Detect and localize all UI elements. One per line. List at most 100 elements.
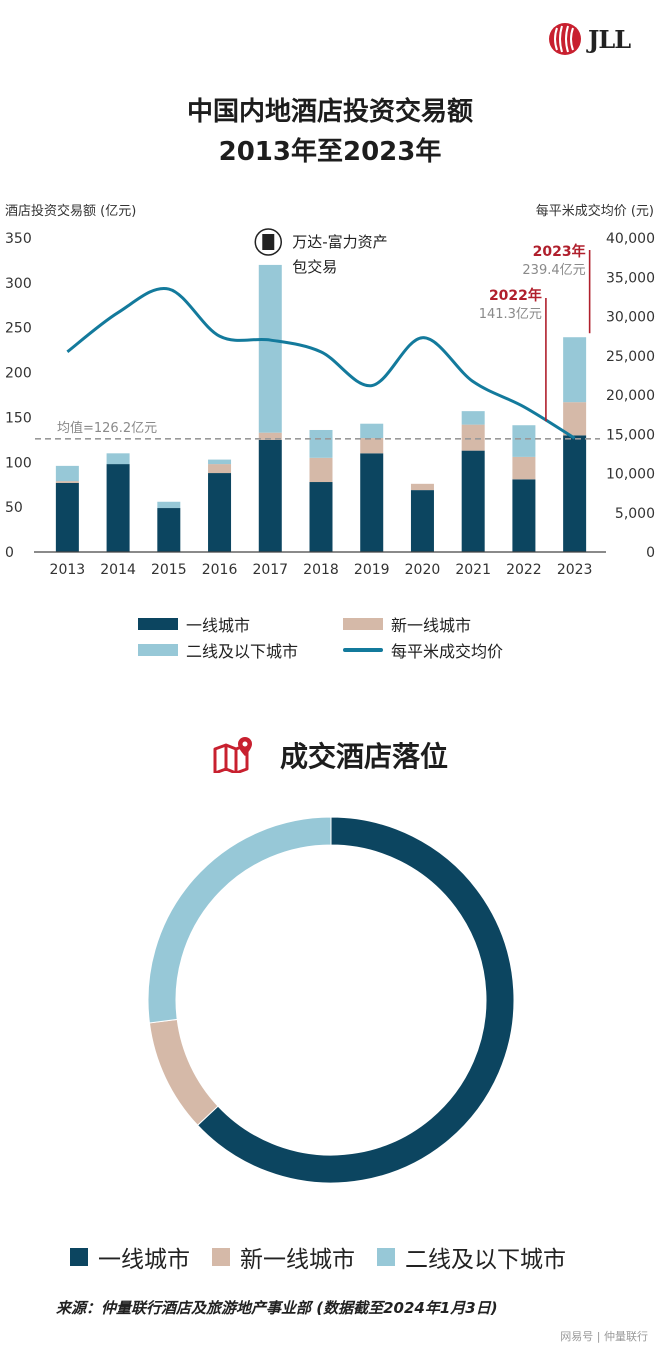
bar-2018-series-2 — [309, 429, 333, 458]
bar-2013-series-2 — [55, 465, 79, 482]
legend-swatch-tier1 — [138, 618, 178, 630]
x-tick-label: 2016 — [202, 562, 238, 578]
legend-item-avg-price: 每平米成交均价 — [343, 638, 503, 662]
wanda-annotation-line1: 万达-富力资产 — [292, 233, 387, 251]
legend-label-tier1: 一线城市 — [186, 616, 251, 635]
legend-item-tier2: 二线及以下城市 — [138, 638, 298, 662]
y-tick-label: 350 — [5, 231, 32, 247]
donut-legend-label-new-tier1: 新一线城市 — [240, 1247, 355, 1273]
x-tick-label: 2018 — [303, 562, 339, 578]
donut-title: 成交酒店落位 — [279, 740, 448, 773]
location-donut-chart — [147, 816, 515, 1184]
bar-2023-series-0 — [563, 435, 587, 552]
y2-tick-label: 20,000 — [606, 388, 655, 404]
donut-slice-1 — [148, 1018, 219, 1126]
annotation-2023-value: 239.4亿元 — [522, 263, 585, 278]
donut-legend-label-tier2: 二线及以下城市 — [405, 1247, 566, 1273]
x-tick-label: 2023 — [557, 562, 593, 578]
bar-2020-series-1 — [410, 483, 434, 491]
donut-slice-0 — [196, 816, 515, 1184]
x-tick-label: 2015 — [151, 562, 187, 578]
bar-2018-series-1 — [309, 457, 333, 483]
y2-tick-label: 0 — [646, 545, 655, 561]
y-tick-label: 100 — [5, 455, 32, 471]
bar-2017-series-0 — [258, 439, 282, 552]
source-note: 来源：仲量联行酒店及旅游地产事业部 (数据截至2024年1月3日) — [56, 1299, 498, 1317]
bar-2023-series-2 — [563, 337, 587, 403]
bar-2022-series-1 — [512, 456, 536, 480]
x-tick-label: 2017 — [252, 562, 288, 578]
bar-2022-series-0 — [512, 479, 536, 552]
bar-2021-series-1 — [461, 424, 485, 451]
legend-item-tier1: 一线城市 — [138, 612, 250, 636]
donut-legend-tier2: 二线及以下城市 — [377, 1240, 566, 1274]
bar-2018-series-0 — [309, 482, 333, 552]
left-axis-title: 酒店投资交易额 (亿元) — [5, 204, 137, 219]
y-tick-label: 250 — [5, 321, 32, 337]
bar-2019-series-0 — [360, 453, 384, 552]
x-tick-label: 2021 — [455, 562, 491, 578]
y-tick-label: 200 — [5, 366, 32, 382]
bar-2014-series-0 — [106, 464, 130, 552]
legend-swatch-new-tier1 — [343, 618, 383, 630]
donut-slice-2 — [147, 816, 332, 1024]
bar-2016-series-1 — [208, 464, 232, 474]
bar-2016-series-2 — [208, 459, 232, 465]
donut-legend-label-tier1: 一线城市 — [98, 1247, 190, 1273]
x-tick-label: 2014 — [100, 562, 136, 578]
annotation-2022-value: 141.3亿元 — [479, 307, 542, 322]
legend-label-tier2: 二线及以下城市 — [186, 642, 299, 661]
y-tick-label: 50 — [5, 500, 23, 516]
avg-price-line — [66, 286, 576, 440]
bar-2020-series-0 — [410, 490, 434, 552]
building-icon-body — [262, 234, 275, 250]
donut-legend-swatch-tier1 — [70, 1248, 88, 1266]
y2-tick-label: 30,000 — [606, 310, 655, 326]
donut-legend-tier1: 一线城市 — [70, 1240, 190, 1274]
bar-2021-series-0 — [461, 450, 485, 552]
legend-item-new-tier1: 新一线城市 — [343, 612, 471, 636]
donut-legend: 一线城市 新一线城市 二线及以下城市 — [70, 1240, 630, 1274]
bar-2017-series-2 — [258, 264, 282, 433]
bar-2019-series-2 — [360, 423, 384, 439]
donut-legend-swatch-tier2 — [377, 1248, 395, 1266]
bar-2015-series-2 — [157, 501, 181, 509]
y2-tick-label: 5,000 — [615, 506, 655, 522]
chart-title: 中国内地酒店投资交易额 2013年至2023年 — [0, 92, 660, 172]
bar-2019-series-1 — [360, 438, 384, 454]
y-tick-label: 300 — [5, 276, 32, 292]
bar-2023-series-1 — [563, 402, 587, 436]
annotation-2023-year: 2023年 — [533, 243, 586, 260]
y2-tick-label: 35,000 — [606, 270, 655, 286]
mean-line-label: 均值=126.2亿元 — [57, 420, 157, 436]
jll-logo: JLL — [548, 22, 631, 56]
bar-2021-series-2 — [461, 411, 485, 425]
jll-logo-icon — [549, 23, 581, 55]
chart-title-line1: 中国内地酒店投资交易额 — [186, 97, 473, 127]
annotation-2022-year: 2022年 — [489, 287, 542, 304]
map-pin-icon — [213, 737, 252, 773]
bar-2013-series-0 — [55, 482, 79, 552]
right-axis-title: 每平米成交均价 (元) — [535, 204, 654, 219]
x-tick-label: 2022 — [506, 562, 542, 578]
wanda-annotation-line2: 包交易 — [292, 258, 337, 276]
bar-2013-series-1 — [55, 481, 79, 483]
jll-logo-text: JLL — [588, 24, 631, 54]
y-tick-label: 0 — [5, 545, 14, 561]
y2-tick-label: 10,000 — [606, 467, 655, 483]
chart-title-line2: 2013年至2023年 — [218, 137, 442, 167]
legend-label-avg-price: 每平米成交均价 — [391, 642, 504, 661]
legend-label-new-tier1: 新一线城市 — [391, 616, 472, 635]
investment-bar-line-chart: 0 50 100 150 200 250 300 350 0 5,000 10,000 15,000 2… — [5, 228, 655, 578]
bar-2015-series-0 — [157, 508, 181, 552]
y2-tick-label: 25,000 — [606, 349, 655, 365]
x-tick-label: 2020 — [405, 562, 441, 578]
y2-tick-label: 15,000 — [606, 427, 655, 443]
y-tick-label: 150 — [5, 410, 32, 426]
x-tick-label: 2019 — [354, 562, 390, 578]
legend-swatch-tier2 — [138, 644, 178, 656]
bar-2017-series-1 — [258, 432, 282, 440]
y2-tick-label: 40,000 — [606, 231, 655, 247]
section-heading: 成交酒店落位 — [0, 735, 660, 775]
x-tick-label: 2013 — [50, 562, 86, 578]
